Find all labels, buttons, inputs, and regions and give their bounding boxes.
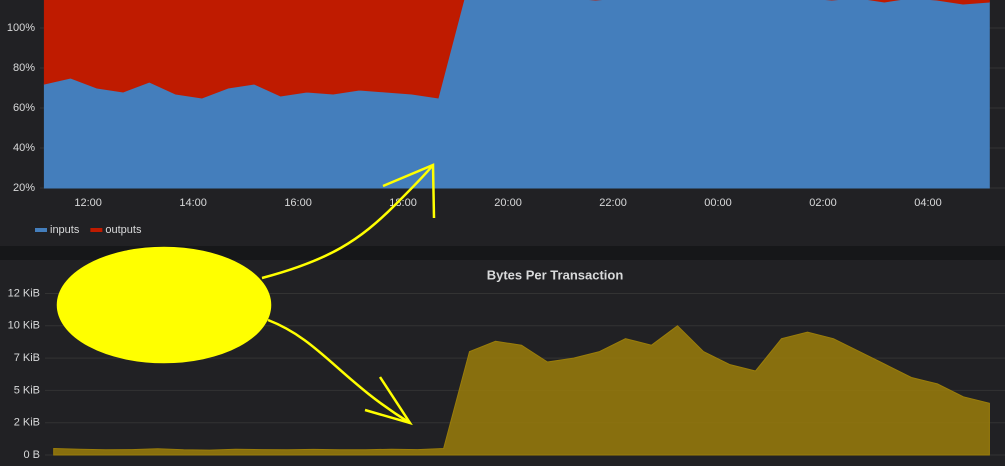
annotation-ellipse	[56, 246, 272, 364]
x-tick-label: 02:00	[809, 197, 837, 209]
annotation	[56, 163, 436, 426]
legend-swatch	[35, 228, 47, 232]
y-tick-label: 80%	[13, 62, 35, 74]
y-tick-label: 60%	[13, 102, 35, 114]
x-tick-label: 22:00	[599, 197, 627, 209]
y-tick-label: 100%	[7, 22, 35, 34]
annotation-arrow	[261, 164, 434, 280]
y-tick-label: 2 KiB	[14, 417, 40, 429]
x-tick-label: 20:00	[494, 197, 522, 209]
legend-label: outputs	[105, 224, 142, 236]
legend-swatch	[90, 228, 103, 232]
y-tick-label: 10 KiB	[8, 320, 40, 332]
x-tick-label: 16:00	[284, 197, 312, 209]
annotation-arrow	[267, 318, 411, 425]
x-tick-label: 18:00	[389, 197, 417, 209]
y-tick-label: 12 KiB	[8, 287, 40, 299]
annotation-arrow	[364, 376, 413, 426]
x-tick-label: 12:00	[74, 197, 102, 209]
y-tick-label: 0 B	[23, 449, 40, 461]
y-tick-label: 40%	[13, 142, 35, 154]
x-tick-label: 14:00	[179, 197, 207, 209]
y-tick-label: 7 KiB	[14, 352, 40, 364]
annotation-arrow	[382, 163, 436, 219]
x-tick-label: 04:00	[914, 197, 942, 209]
area	[43, 0, 990, 99]
x-tick-label: 00:00	[704, 197, 732, 209]
legend-label: inputs	[50, 224, 80, 236]
y-tick-label: 5 KiB	[14, 384, 40, 396]
area	[53, 325, 990, 456]
y-tick-label: 20%	[13, 182, 35, 194]
chart-title: Bytes Per Transaction	[487, 267, 624, 282]
